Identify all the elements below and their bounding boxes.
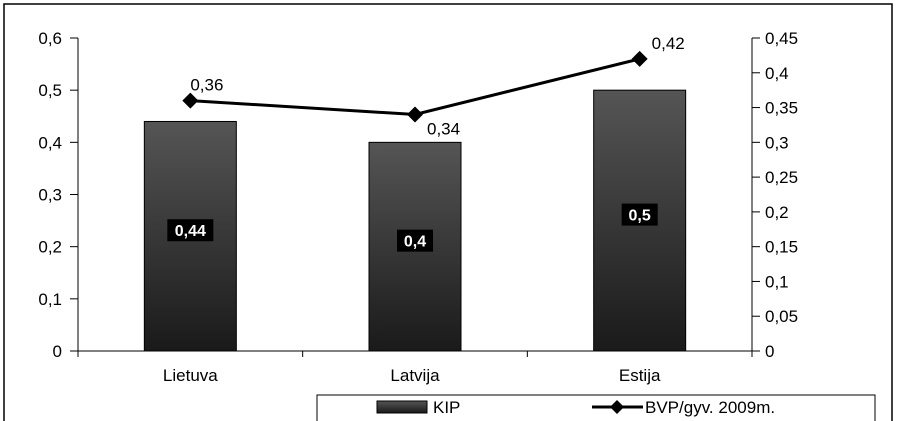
line-point-marker — [631, 50, 648, 67]
legend-label-bvp: BVP/gyv. 2009m. — [645, 398, 775, 417]
left-tick-label: 0,5 — [38, 81, 62, 100]
bar-data-label: 0,44 — [175, 223, 206, 240]
bar-data-label-bg — [397, 229, 433, 252]
right-tick-label: 0,35 — [765, 99, 798, 118]
bar-data-label-bg — [621, 203, 658, 226]
right-tick-label: 0 — [765, 342, 774, 361]
line-data-label: 0,36 — [190, 76, 223, 95]
left-tick-label: 0,1 — [38, 290, 62, 309]
legend-label-kip: KIP — [433, 398, 460, 417]
x-tick-label: Estija — [619, 366, 661, 385]
left-tick-label: 0,6 — [38, 29, 62, 48]
right-tick-label: 0,45 — [765, 29, 798, 48]
left-tick-label: 0,3 — [38, 186, 62, 205]
right-tick-label: 0,4 — [765, 64, 789, 83]
line-data-label: 0,34 — [427, 120, 460, 139]
x-tick-label: Latvija — [390, 366, 440, 385]
line-point-marker — [407, 106, 423, 123]
legend-swatch-kip — [376, 400, 428, 414]
right-tick-label: 0,2 — [765, 203, 789, 222]
right-tick-label: 0,3 — [765, 133, 789, 152]
right-tick-label: 0,25 — [765, 168, 798, 187]
line-point-marker — [182, 92, 199, 109]
bar-data-label: 0,4 — [404, 234, 426, 251]
left-tick-label: 0,2 — [38, 238, 62, 257]
bar-data-label-bg — [167, 219, 214, 242]
left-tick-label: 0 — [53, 342, 62, 361]
right-tick-label: 0,1 — [765, 272, 789, 291]
line-data-label: 0,42 — [652, 34, 685, 53]
legend-marker-bvp — [610, 400, 624, 414]
right-tick-label: 0,15 — [765, 238, 798, 257]
right-tick-label: 0,05 — [765, 307, 798, 326]
x-tick-label: Lietuva — [163, 366, 218, 385]
left-tick-label: 0,4 — [38, 133, 62, 152]
bar-data-label: 0,5 — [629, 208, 651, 225]
